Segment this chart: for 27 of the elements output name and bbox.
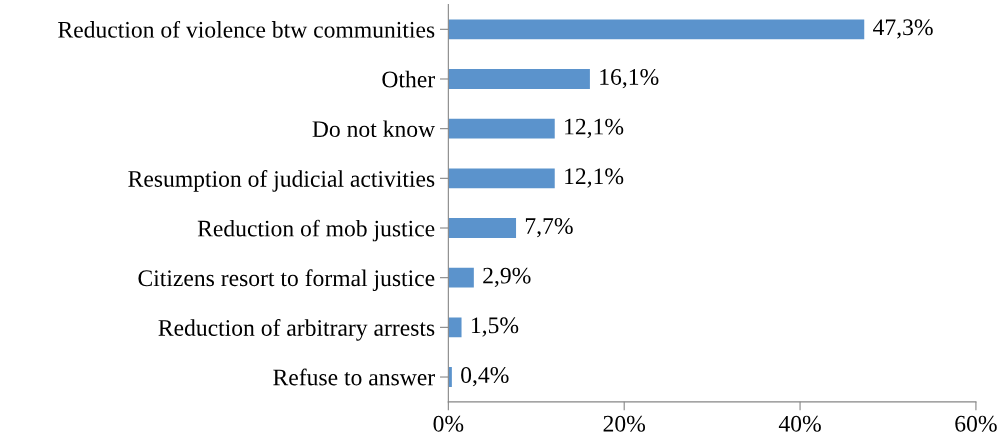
bar [448, 19, 865, 40]
x-tick-label: 0% [433, 415, 464, 432]
y-tick-label: Resumption of judicial activities [128, 170, 435, 192]
bar [448, 218, 517, 238]
y-tick-label: Reduction of arbitrary arrests [158, 319, 435, 341]
data-label: 12,1% [565, 168, 624, 188]
y-tick-label: Do not know [312, 120, 436, 138]
data-label: 47,3% [873, 19, 933, 39]
data-label: 16,1% [600, 68, 659, 89]
y-tick-label: Reduction of mob justice [197, 219, 435, 242]
x-tick-label: 20% [603, 415, 646, 432]
bar [448, 69, 590, 89]
data-label: 7,7% [525, 217, 573, 238]
bar [448, 267, 474, 288]
bar [448, 118, 555, 139]
y-tick-label: Other [382, 70, 435, 88]
data-label: 12,1% [565, 118, 624, 138]
y-tick-label: Refuse to answer [273, 368, 435, 386]
y-tick-label: Reduction of violence btw communities [58, 20, 435, 38]
y-tick-label: Citizens resort to formal justice [138, 269, 435, 292]
bar [448, 317, 462, 338]
data-label: 2,9% [483, 267, 531, 287]
x-tick-label: 40% [778, 415, 821, 432]
data-label: 1,5% [471, 317, 519, 337]
data-label: 0,4% [461, 367, 509, 387]
x-tick-label: 60% [955, 415, 997, 432]
bar [448, 168, 555, 189]
